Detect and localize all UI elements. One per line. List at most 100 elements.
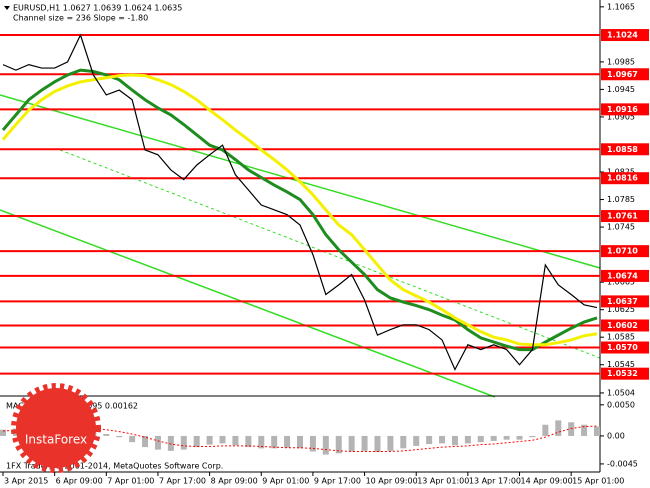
bar (568, 422, 575, 436)
y-tick-label: 1.0945 (607, 85, 635, 94)
x-tick-label: 3 Apr 2015 (4, 477, 48, 486)
chart-title: EURUSD,H1 1.0627 1.0639 1.0624 1.0635 (13, 4, 182, 13)
bar (374, 435, 381, 453)
series-line (1, 73, 598, 347)
bar (400, 435, 407, 449)
bar (284, 435, 291, 448)
chart-subtitle: Channel size = 236 Slope = -1.80 (13, 14, 148, 23)
y-tick-label: 0.00 (607, 431, 625, 440)
bar (193, 435, 200, 448)
bar (542, 424, 549, 436)
bar (464, 435, 471, 444)
y-tick-label: 1.0625 (607, 305, 635, 314)
level-label-box (601, 319, 649, 332)
channel-middle (59, 149, 601, 359)
bar (232, 435, 239, 446)
level-label-box (601, 143, 649, 156)
y-tick-label: 1.0585 (607, 333, 635, 342)
x-tick-label: 14 Apr 09:00 (521, 477, 573, 486)
level-label: 1.0570 (607, 343, 638, 352)
series-line (1, 68, 598, 352)
x-tick-label: 15 Apr 01:00 (572, 477, 624, 486)
bar (103, 434, 110, 436)
bar (361, 435, 368, 451)
level-label-box (601, 29, 649, 42)
logo-text: InstaForex (25, 433, 87, 447)
x-tick-label: 7 Apr 01:00 (107, 477, 154, 486)
y-tick-label: 1.0785 (607, 195, 635, 204)
y-tick-label: 1.1065 (607, 2, 635, 11)
bar (116, 435, 123, 438)
bar (245, 435, 252, 448)
x-tick-label: 9 Apr 17:00 (314, 477, 361, 486)
y-tick-label: 1.0825 (607, 168, 635, 177)
bar (516, 435, 523, 440)
level-label: 1.0637 (607, 297, 638, 306)
series-line (2, 425, 598, 452)
bar (271, 435, 278, 449)
bar (555, 420, 562, 436)
y-tick-label: 1.0504 (607, 388, 635, 397)
bar (206, 435, 213, 445)
bar (309, 435, 316, 452)
series-line (2, 33, 598, 371)
x-tick-label: 13 Apr 01:00 (417, 477, 469, 486)
bar (154, 435, 161, 450)
bar (387, 435, 394, 451)
bar (167, 435, 174, 451)
level-label-box (601, 172, 649, 185)
bar (413, 435, 420, 446)
level-label: 1.0602 (607, 321, 638, 330)
level-label-box (601, 269, 649, 282)
logo-badge (11, 383, 101, 473)
y-tick-label: 1.0985 (607, 57, 635, 66)
y-tick-label: 1.0905 (607, 112, 635, 121)
plot (0, 33, 600, 455)
level-label: 1.0967 (607, 70, 638, 79)
level-label: 1.0532 (607, 369, 638, 378)
bar (439, 435, 446, 444)
bar (594, 426, 600, 436)
bar (490, 435, 497, 441)
bar (142, 435, 149, 448)
bar (0, 429, 6, 436)
bar (297, 435, 303, 449)
bar (180, 435, 187, 450)
bar (322, 435, 329, 455)
bar (335, 435, 342, 454)
logo: InstaForex (11, 383, 101, 473)
x-tick-label: 13 Apr 17:00 (469, 477, 521, 486)
level-label: 1.0710 (607, 247, 638, 256)
bar (348, 435, 355, 452)
bar (503, 435, 510, 440)
bar (219, 435, 226, 444)
y-tick-label: -0.0045 (607, 459, 638, 468)
footer: 1FX Trader, © 2001-2014, MetaQuotes Soft… (6, 462, 223, 471)
level-label-box (601, 210, 649, 223)
level-label-box (601, 245, 649, 258)
level-label: 1.0761 (607, 212, 638, 221)
level-label: 1.0858 (607, 145, 638, 154)
level-label-box (601, 68, 649, 81)
level-label: 1.0916 (607, 105, 638, 114)
level-label-box (601, 367, 649, 380)
y-tick-label: 1.0545 (607, 360, 635, 369)
bar (529, 435, 536, 438)
y-tick-label: 0.0050 (607, 400, 635, 409)
bar (477, 435, 484, 443)
x-tick-label: 7 Apr 17:00 (159, 477, 206, 486)
header-marker (4, 6, 10, 10)
level-label: 1.1024 (607, 31, 638, 40)
x-tick-label: 6 Apr 09:00 (56, 477, 103, 486)
channel-lower (0, 209, 496, 398)
x-tick-label: 9 Apr 01:00 (262, 477, 309, 486)
x-tick-label: 10 Apr 09:00 (366, 477, 418, 486)
x-tick-label: 8 Apr 09:00 (211, 477, 258, 486)
bar (426, 435, 433, 445)
bar (581, 424, 588, 436)
bar (258, 435, 265, 449)
level-label-box (601, 295, 649, 308)
bar (129, 435, 136, 443)
